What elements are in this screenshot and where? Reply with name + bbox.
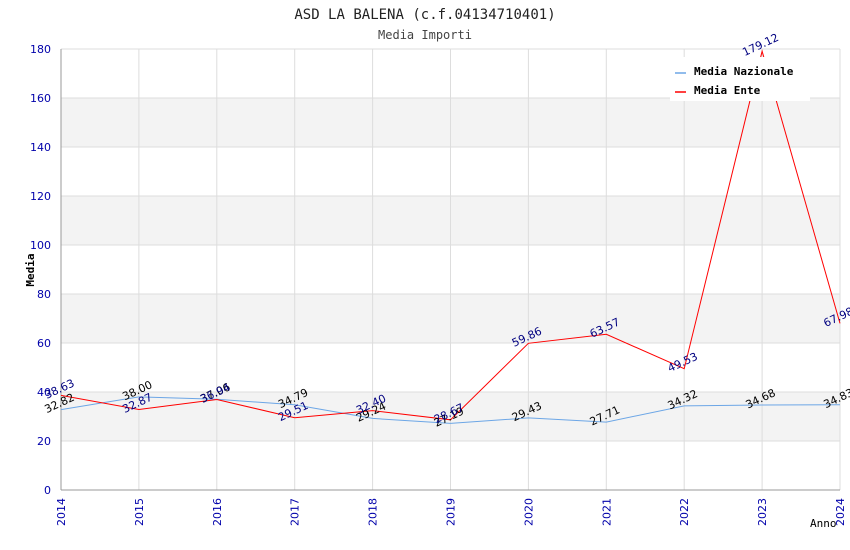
- y-tick-label: 20: [37, 435, 51, 448]
- x-tick-label: 2022: [678, 498, 691, 526]
- y-tick-label: 60: [37, 337, 51, 350]
- y-tick-label: 80: [37, 288, 51, 301]
- x-tick-label: 2017: [289, 498, 302, 526]
- y-tick-label: 180: [30, 43, 51, 56]
- x-tick-label: 2015: [133, 498, 146, 526]
- chart-title: ASD LA BALENA (c.f.04134710401): [294, 7, 555, 23]
- series-line-media-ente: [60, 49, 841, 421]
- x-tick-label: 2018: [367, 498, 380, 526]
- y-tick-label: 0: [44, 484, 51, 497]
- x-tick-label: 2014: [55, 498, 68, 526]
- x-axis-ticks: 2014 2015 2016 2017 2018 2019 2020 2021 2022 2023…: [55, 498, 847, 526]
- legend-label-media-ente: Media Ente: [694, 84, 761, 97]
- x-tick-label: 2016: [211, 498, 224, 526]
- x-tick-label: 2019: [445, 498, 458, 526]
- x-tick-label: 2023: [756, 498, 769, 526]
- series-line-media-nazionale: [60, 396, 841, 424]
- legend: Media Nazionale Media Ente: [670, 57, 810, 101]
- legend-box: [670, 57, 810, 101]
- y-tick-label: 140: [30, 141, 51, 154]
- x-tick-label: 2024: [834, 498, 847, 526]
- legend-label-media-nazionale: Media Nazionale: [694, 65, 794, 78]
- y-tick-label: 120: [30, 190, 51, 203]
- y-tick-label: 100: [30, 239, 51, 252]
- axes: [60, 49, 840, 491]
- y-axis-ticks: 0 20 40 60 80 100 120 140 160 180: [30, 43, 51, 497]
- x-axis-label: Anno: [810, 517, 837, 530]
- y-axis-label: Media: [24, 253, 37, 286]
- y-tick-label: 40: [37, 386, 51, 399]
- y-tick-label: 160: [30, 92, 51, 105]
- chart-subtitle: Media Importi: [378, 28, 472, 42]
- series-lines: [60, 49, 841, 424]
- x-tick-label: 2021: [600, 498, 613, 526]
- x-tick-label: 2020: [522, 498, 535, 526]
